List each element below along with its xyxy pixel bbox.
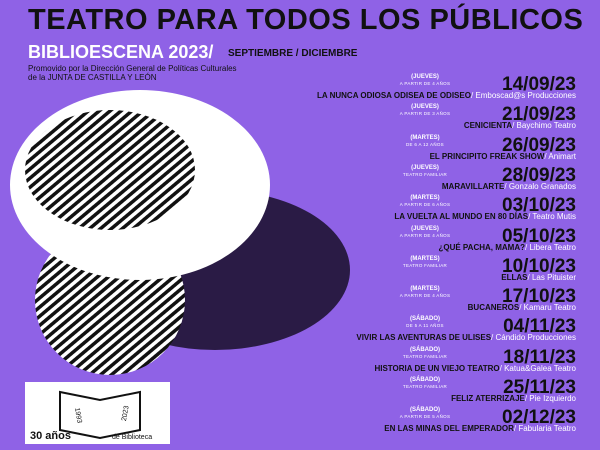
- event-audience: A PARTIR DE 4 AÑOS: [399, 293, 451, 299]
- event-audience: A PARTIR DE 6 AÑOS: [399, 202, 451, 208]
- event-date: 18/11/23: [503, 346, 576, 368]
- event-audience: TEATRO FAMILIAR: [402, 171, 448, 177]
- event-company: / Cándido Producciones: [491, 333, 576, 343]
- event-title: CENICIENTA: [463, 121, 513, 131]
- event-title: MARAVILLARTE: [441, 181, 505, 191]
- promoter: de la JUNTA DE CASTILLA Y LEÓN: [28, 73, 157, 82]
- event-company: / Fabularia Teatro: [513, 424, 576, 434]
- event-company: / Katua&Galea Teatro: [499, 363, 576, 373]
- event-day: (JUEVES): [411, 164, 439, 171]
- event-day: (SÁBADO): [410, 377, 440, 383]
- event-line: MARAVILLARTE/ Gonzalo Granados: [442, 182, 576, 191]
- event-date: 02/12/23: [502, 407, 576, 429]
- event-line: LA NUNCA ODIOSA ODISEA DE ODISEO/ Embosc…: [317, 91, 576, 100]
- event-line: EL PRINCIPITO FREAK SHOW/ Animart: [430, 152, 576, 161]
- event-title: LA VUELTA AL MUNDO EN 80 DÍAS: [394, 212, 529, 222]
- event-audience: TEATRO FAMILIAR: [402, 262, 448, 268]
- event-line: EN LAS MINAS DEL EMPERADOR/ Fabularia Te…: [384, 424, 576, 433]
- event-company: / Kamaru Teatro: [519, 303, 576, 313]
- title: TEATRO PARA TODOS LOS PÚBLICOS: [28, 4, 584, 36]
- event-title: EL PRINCIPITO FREAK SHOW: [429, 151, 545, 161]
- event-title: LA NUNCA ODIOSA ODISEA DE ODISEO: [317, 91, 471, 100]
- event-line: BUCANEROS/ Kamaru Teatro: [468, 303, 576, 312]
- event-day: (JUEVES): [411, 225, 439, 232]
- event-title: FELIZ ATERRIZAJE: [451, 394, 525, 403]
- event-title: ELLAS: [501, 272, 528, 282]
- event-audience: DE 6 A 12 AÑOS: [406, 141, 444, 147]
- event-day: (SÁBADO): [410, 316, 440, 323]
- event-line: HISTORIA DE UN VIEJO TEATRO/ Katua&Galea…: [374, 364, 576, 373]
- event-line: CENICIENTA/ Baychimo Teatro: [464, 121, 576, 130]
- series: BIBLIOESCENA 2023/: [28, 42, 214, 62]
- event-date: 10/10/23: [502, 255, 576, 277]
- logo-years: 30 años: [30, 430, 71, 442]
- event-date: 25/11/23: [503, 377, 576, 398]
- event-date: 28/09/23: [502, 164, 576, 186]
- event-audience: DE 5 A 11 AÑOS: [406, 323, 444, 329]
- book-icon: [59, 390, 141, 440]
- event-company: / Pie Izquierdo: [524, 394, 576, 403]
- event-audience: A PARTIR DE 5 AÑOS: [399, 414, 451, 420]
- event-date: 05/10/23: [502, 225, 576, 247]
- event-audience: TEATRO FAMILIAR: [402, 353, 448, 359]
- event-day: (SÁBADO): [410, 407, 440, 414]
- event-line: FELIZ ATERRIZAJE/ Pie Izquierdo: [451, 394, 576, 403]
- event-audience: TEATRO FAMILIAR: [402, 384, 448, 389]
- promoter: Promovido por la Dirección General de Po…: [28, 64, 237, 73]
- event-day: (JUEVES): [411, 104, 439, 111]
- event-title: EN LAS MINAS DEL EMPERADOR: [384, 424, 514, 434]
- event-company: / Libera Teatro: [525, 242, 576, 252]
- event-line: LA VUELTA AL MUNDO EN 80 DÍAS/ Teatro Mu…: [394, 212, 576, 221]
- period: SEPTIEMBRE / DICIEMBRE: [228, 48, 358, 59]
- event-date: 14/09/23: [502, 74, 576, 95]
- event-company: / Gonzalo Granados: [504, 181, 576, 191]
- striped-ellipse: [25, 110, 195, 230]
- event-date: 17/10/23: [502, 286, 576, 308]
- event-date: 21/09/23: [502, 104, 576, 126]
- event-day: (MARTES): [410, 134, 440, 141]
- logo-label: de Biblioteca: [112, 434, 153, 441]
- event-day: (MARTES): [410, 255, 440, 262]
- event-title: HISTORIA DE UN VIEJO TEATRO: [374, 363, 500, 373]
- event-title: ¿QUÉ PACHA, MAMA?: [438, 242, 525, 252]
- event-company: / Emboscad@s Producciones: [470, 91, 576, 100]
- event-title: BUCANEROS: [467, 303, 520, 313]
- event-date: 03/10/23: [502, 195, 576, 217]
- logo-bg: [25, 382, 170, 444]
- event-company: / Las Pituister: [527, 272, 576, 282]
- event-day: (MARTES): [410, 195, 440, 202]
- event-date: 26/09/23: [502, 134, 576, 156]
- event-day: (SÁBADO): [410, 346, 440, 353]
- event-audience: A PARTIR DE 4 AÑOS: [399, 81, 451, 86]
- event-audience: A PARTIR DE 4 AÑOS: [399, 232, 451, 238]
- event-day: (JUEVES): [411, 74, 439, 80]
- event-title: VIVIR LAS AVENTURAS DE ULISES: [356, 333, 492, 343]
- event-company: / Animart: [544, 151, 576, 161]
- event-line: VIVIR LAS AVENTURAS DE ULISES/ Cándido P…: [356, 333, 576, 342]
- event-company: / Teatro Mutis: [528, 212, 576, 222]
- event-date: 04/11/23: [503, 316, 576, 338]
- event-line: ¿QUÉ PACHA, MAMA?/ Libera Teatro: [438, 243, 576, 252]
- event-audience: A PARTIR DE 3 AÑOS: [399, 111, 451, 117]
- event-company: / Baychimo Teatro: [512, 121, 576, 131]
- event-day: (MARTES): [410, 286, 440, 293]
- event-line: ELLAS/ Las Pituister: [501, 273, 576, 282]
